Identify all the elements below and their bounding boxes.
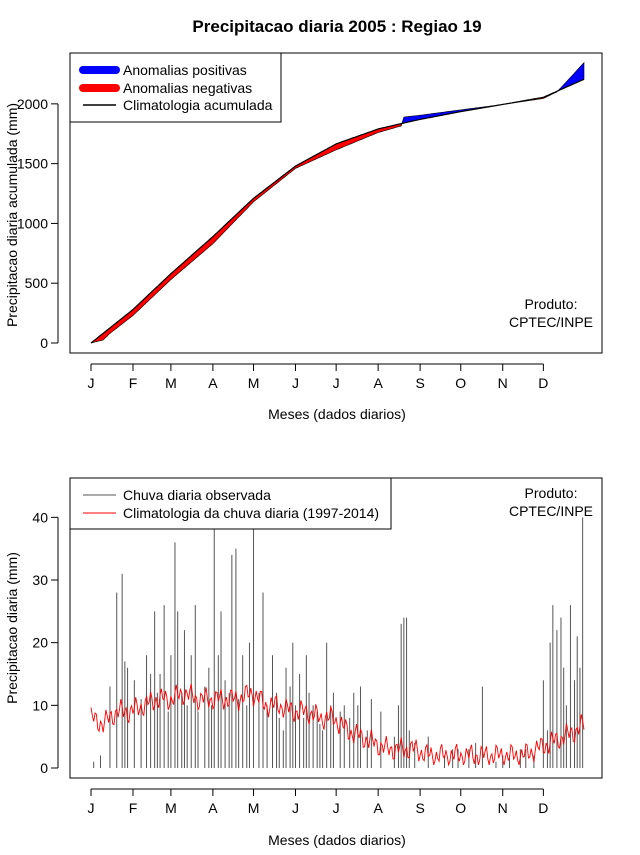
x-tick-label: J — [333, 800, 340, 816]
y-axis-label: Precipitacao diaria (mm) — [4, 552, 20, 704]
x-tick-label: O — [455, 800, 466, 816]
y-tick-label: 500 — [25, 275, 49, 291]
y-tick-label: 20 — [32, 635, 48, 651]
climatology-line — [90, 683, 585, 767]
x-tick-label: J — [292, 800, 299, 816]
x-tick-label: M — [248, 375, 260, 391]
x-tick-label: D — [538, 800, 548, 816]
legend: Anomalias positivas Anomalias negativas … — [69, 52, 282, 123]
x-tick-label: F — [129, 375, 138, 391]
x-axis-label: Meses (dados diarios) — [268, 406, 406, 422]
legend-label-climatology: Climatologia da chuva diaria (1997-2014) — [123, 505, 379, 521]
x-tick-label: M — [248, 800, 260, 816]
y-tick-label: 30 — [32, 572, 48, 588]
daily-marks — [90, 517, 585, 768]
daily-axes: J F M A M J J A S O N D 0 10 20 30 40 — [32, 509, 548, 816]
legend-label-climatology: Climatologia acumulada — [123, 97, 273, 113]
x-tick-label: A — [373, 800, 383, 816]
y-axis-label: Precipitacao diaria acumulada (mm) — [4, 103, 20, 327]
negative-anomaly-area — [90, 123, 402, 344]
legend-box — [69, 477, 392, 530]
legend: Chuva diaria observada Climatologia da c… — [69, 477, 392, 530]
x-tick-label: J — [88, 800, 95, 816]
cumulative-axes: J F M A M J J A S O N D 0 500 1000 1500 2000 — [17, 96, 549, 391]
x-tick-label: O — [455, 375, 466, 391]
y-tick-label: 1500 — [17, 156, 48, 172]
x-tick-label: J — [292, 375, 299, 391]
climatology-line — [90, 78, 585, 344]
positive-anomaly-area — [556, 61, 585, 93]
cumulative-chart: J F M A M J J A S O N D 0 500 1000 1500 2000 Meses (dado… — [4, 52, 603, 422]
y-tick-label: 0 — [40, 335, 48, 351]
x-tick-label: J — [88, 375, 95, 391]
x-tick-label: A — [373, 375, 383, 391]
x-axis-label: Meses (dados diarios) — [268, 832, 406, 848]
chart-title: Precipitacao diaria 2005 : Regiao 19 — [192, 17, 481, 36]
x-tick-label: A — [208, 375, 218, 391]
x-tick-label: D — [538, 375, 548, 391]
legend-label-negative: Anomalias negativas — [123, 80, 252, 96]
annotation-produto: Produto: — [525, 296, 578, 312]
cumulative-marks — [90, 61, 585, 344]
plot-frame — [69, 52, 603, 354]
x-tick-label: J — [333, 375, 340, 391]
annotation-cptec: CPTEC/INPE — [509, 314, 593, 330]
x-tick-label: N — [498, 375, 508, 391]
y-tick-label: 10 — [32, 697, 48, 713]
x-tick-label: N — [498, 800, 508, 816]
x-tick-label: M — [165, 375, 177, 391]
y-tick-label: 2000 — [17, 96, 48, 112]
annotation-produto: Produto: — [525, 485, 578, 501]
x-tick-label: F — [129, 800, 138, 816]
y-tick-label: 40 — [32, 509, 48, 525]
y-tick-label: 1000 — [17, 215, 48, 231]
x-tick-label: A — [208, 800, 218, 816]
annotation-cptec: CPTEC/INPE — [509, 503, 593, 519]
x-tick-label: S — [415, 375, 424, 391]
legend-label-observed: Chuva diaria observada — [123, 487, 271, 503]
daily-chart: J F M A M J J A S O N D 0 10 20 30 40 Meses (dados diari… — [4, 477, 603, 848]
legend-label-positive: Anomalias positivas — [123, 62, 247, 78]
x-tick-label: M — [165, 800, 177, 816]
x-tick-label: S — [415, 800, 424, 816]
y-tick-label: 0 — [40, 760, 48, 776]
